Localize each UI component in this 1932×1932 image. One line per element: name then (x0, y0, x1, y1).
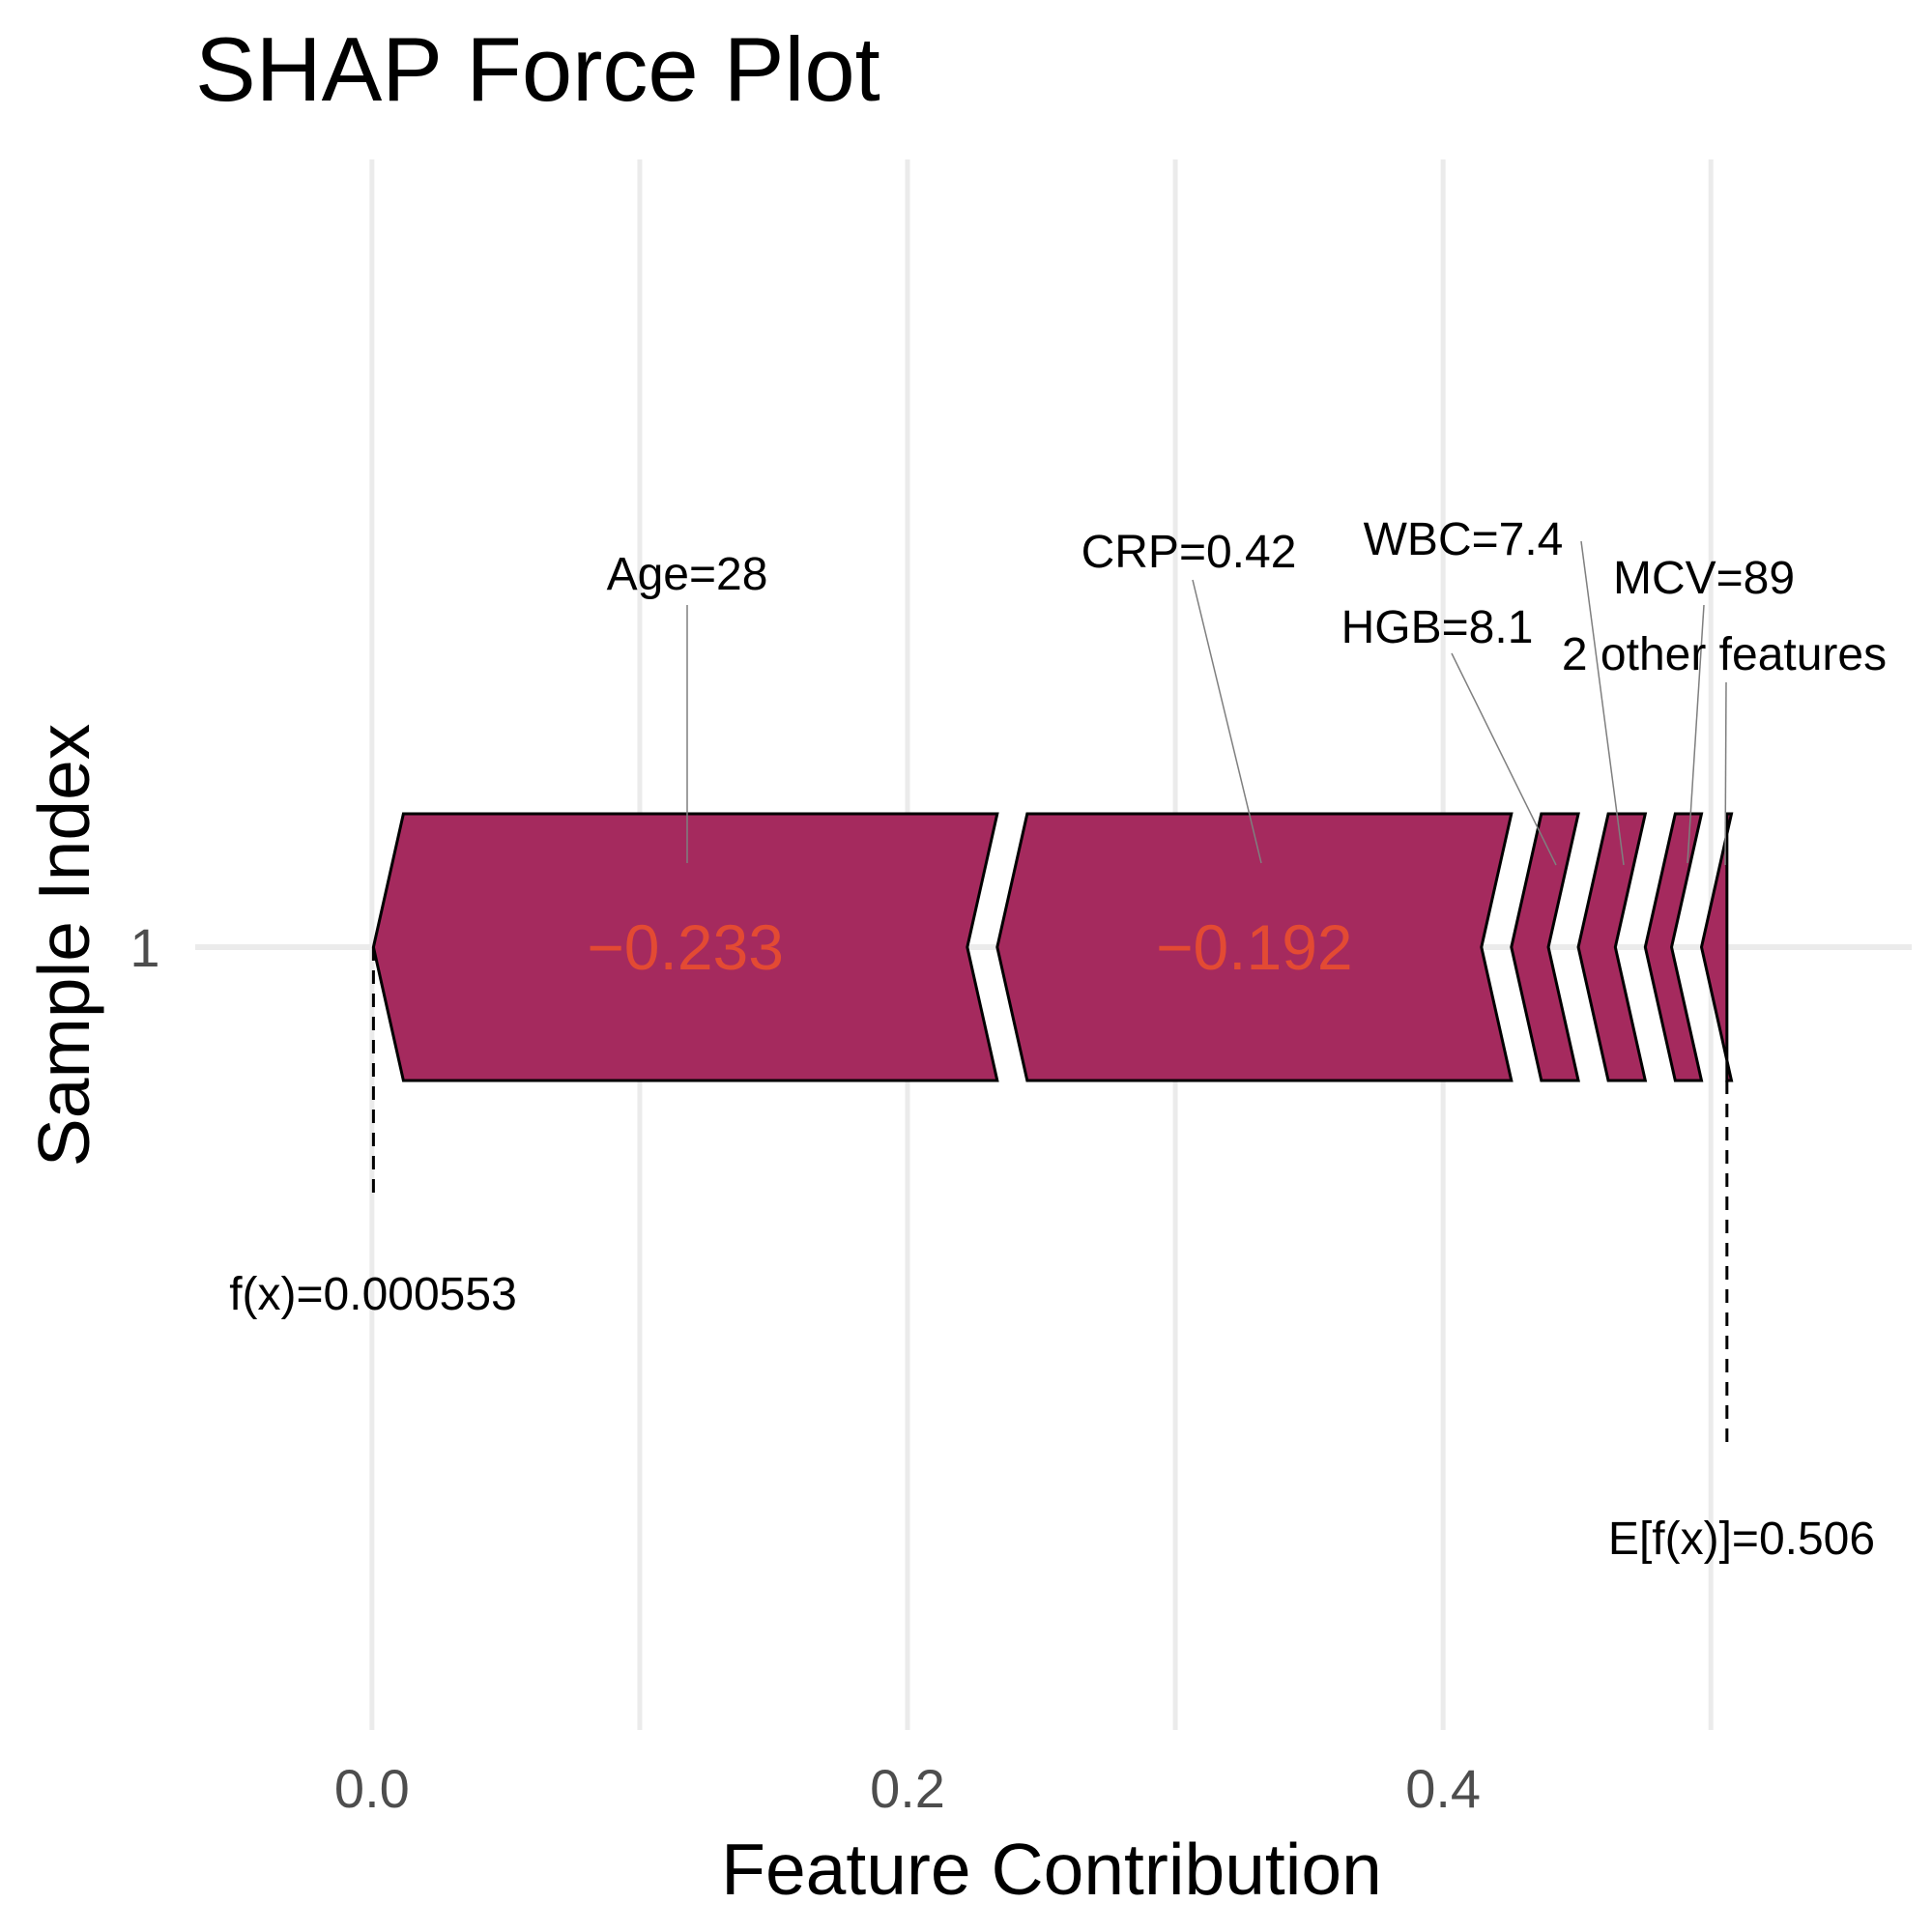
x-tick-label-1: 0.2 (870, 1758, 945, 1819)
force-bar-0 (371, 812, 999, 1082)
force-bar-1 (995, 812, 1514, 1082)
feature-label-0: Age=28 (607, 549, 768, 600)
y-tick-label-0: 1 (130, 917, 159, 978)
x-tick-label-2: 0.4 (1405, 1758, 1481, 1819)
y-axis-title: Sample Index (23, 724, 104, 1168)
chart-title: SHAP Force Plot (195, 18, 880, 120)
bars-layer (371, 812, 1734, 1082)
force-bar-3 (1576, 812, 1648, 1082)
x-tick-label-0: 0.0 (334, 1758, 410, 1819)
force-bar-5 (1699, 812, 1734, 1082)
feature-label-1: CRP=0.42 (1081, 527, 1297, 578)
force-bar-2 (1510, 812, 1580, 1082)
bar-value-label-1: −0.192 (1156, 911, 1353, 983)
base-value-label: E[f(x)]=0.506 (1608, 1514, 1875, 1565)
labels-layer: −0.233 −0.192 Age=28 CRP=0.42 HGB=8.1 WBC=7.4… (229, 514, 1887, 1565)
feature-label-4: MCV=89 (1613, 553, 1795, 604)
bar-value-label-0: −0.233 (587, 911, 784, 983)
axes-layer: 0.0 0.2 0.4 1 (130, 917, 1729, 1819)
leader-line-5 (1724, 681, 1727, 866)
leader-layer (686, 540, 1727, 866)
feature-label-3: WBC=7.4 (1364, 514, 1564, 565)
x-axis-title: Feature Contribution (721, 1829, 1382, 1910)
leader-line-4 (1687, 604, 1705, 864)
force-bar-4 (1643, 812, 1704, 1082)
leader-line-2 (1451, 652, 1557, 866)
feature-label-5: 2 other features (1562, 629, 1887, 680)
feature-label-2: HGB=8.1 (1341, 602, 1534, 653)
leader-line-3 (1580, 540, 1625, 866)
leader-line-1 (1192, 579, 1262, 864)
prediction-label: f(x)=0.000553 (229, 1269, 517, 1320)
